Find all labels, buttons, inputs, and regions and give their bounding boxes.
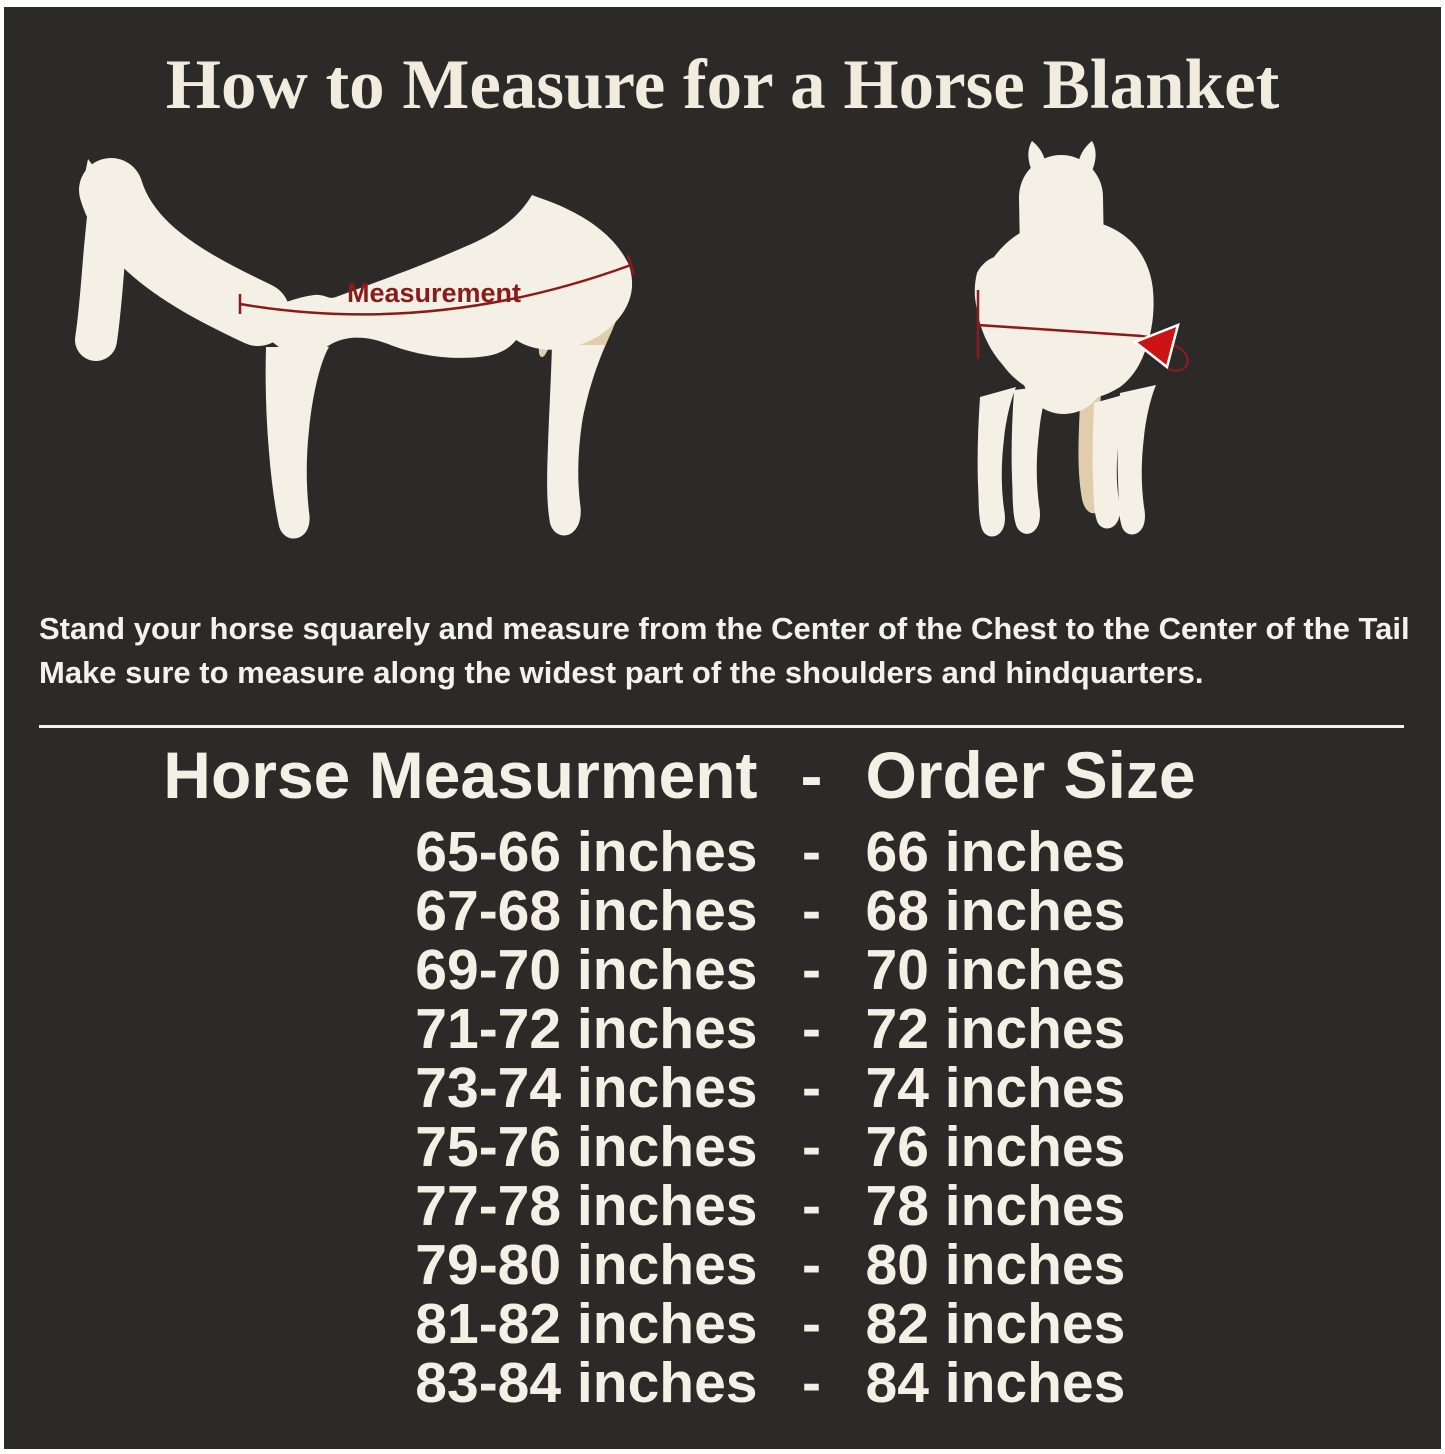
svg-text:Measurement: Measurement <box>347 278 521 308</box>
